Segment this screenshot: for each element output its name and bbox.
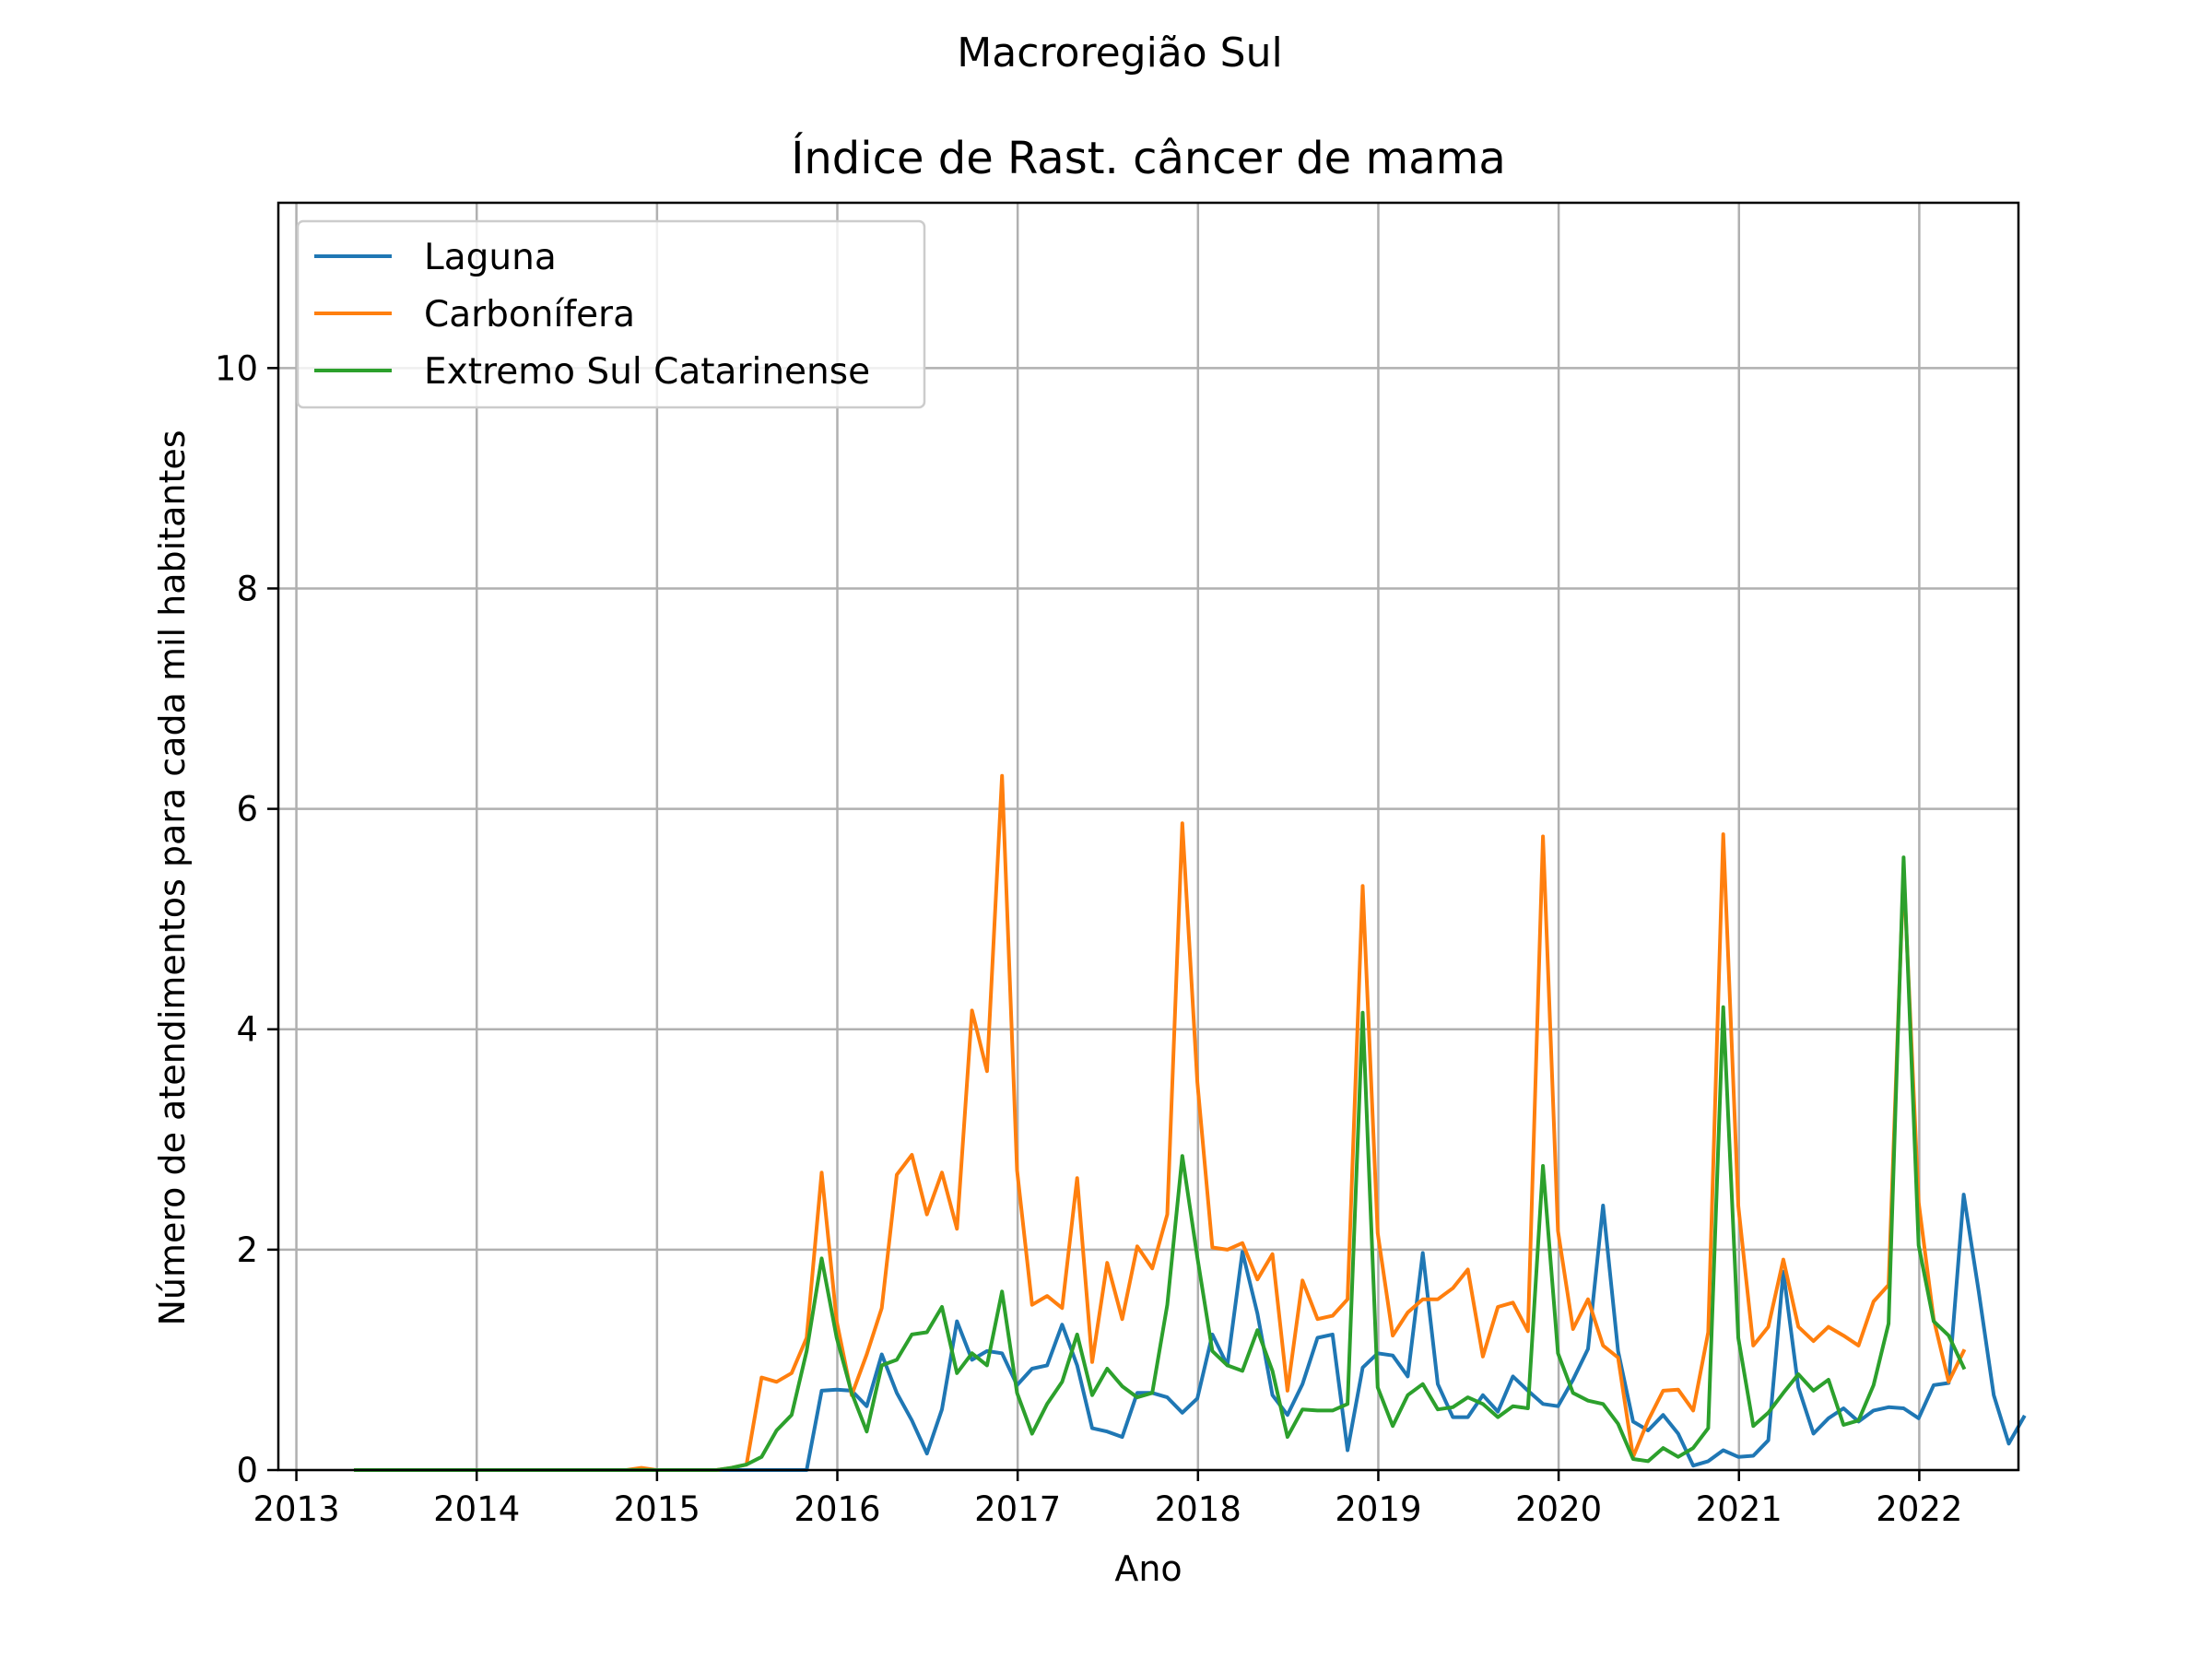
x-axis-label: Ano bbox=[1114, 1548, 1182, 1589]
y-tick-label: 6 bbox=[236, 790, 258, 830]
x-tick-label: 2021 bbox=[1696, 1489, 1783, 1529]
x-tick-label: 2013 bbox=[253, 1489, 339, 1529]
x-tick-label: 2020 bbox=[1515, 1489, 1602, 1529]
x-tick-label: 2015 bbox=[614, 1489, 700, 1529]
series-layer bbox=[354, 773, 2027, 1472]
y-tick-label: 8 bbox=[236, 569, 258, 608]
y-tick-label: 10 bbox=[215, 348, 258, 388]
y-tick-label: 4 bbox=[236, 1010, 258, 1050]
y-tick-label: 0 bbox=[236, 1451, 258, 1490]
chart-title: Índice de Rast. câncer de mama bbox=[791, 132, 1506, 184]
legend-label: Extremo Sul Catarinense bbox=[424, 351, 870, 393]
plot-frame bbox=[276, 201, 2020, 1472]
legend-label: Carbonífera bbox=[424, 294, 635, 335]
legend: Laguna Carbonífera Extremo Sul Catarinense bbox=[296, 219, 926, 409]
legend-box bbox=[296, 219, 926, 409]
legend-label: Laguna bbox=[424, 237, 557, 278]
x-tick-label: 2018 bbox=[1155, 1489, 1241, 1529]
y-axis-label: Número de atendimentos para cada mil hab… bbox=[152, 429, 193, 1325]
x-tick-label: 2022 bbox=[1876, 1489, 1962, 1529]
x-tick-label: 2014 bbox=[433, 1489, 520, 1529]
x-tick-label: 2017 bbox=[974, 1489, 1061, 1529]
y-tick-label: 2 bbox=[236, 1230, 258, 1270]
x-tick-label: 2019 bbox=[1335, 1489, 1421, 1529]
series-line-2 bbox=[354, 773, 1967, 1472]
x-tick-label: 2016 bbox=[794, 1489, 880, 1529]
series-line-1 bbox=[354, 1193, 2027, 1472]
x-axis-ticks: 2013 2014 2015 2016 2017 2018 2019 2020 2021 2022 bbox=[253, 1470, 1962, 1529]
series-line-3 bbox=[354, 855, 1967, 1472]
figure-suptitle: Macroregião Sul bbox=[957, 29, 1282, 76]
y-axis-ticks: 0 2 4 6 8 10 bbox=[215, 348, 278, 1490]
